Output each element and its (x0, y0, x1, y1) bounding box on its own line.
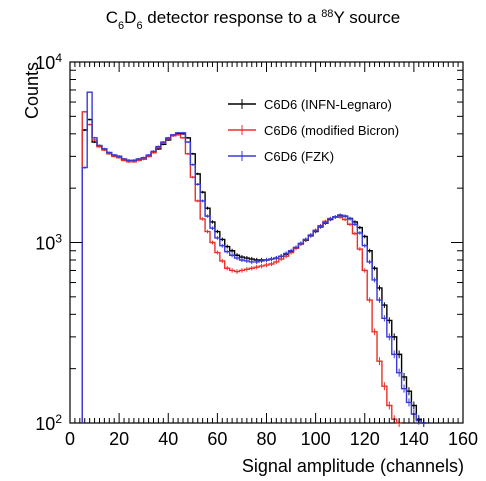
y-tick-label: 102 (35, 412, 62, 434)
axes-layer (69, 62, 464, 424)
y-tick-label: 103 (35, 232, 62, 254)
y-tick-base: 10 (35, 234, 55, 254)
x-tick-label: 60 (207, 429, 227, 449)
series-line-0 (81, 118, 427, 424)
y-tick-exponent: 2 (55, 412, 62, 426)
x-tick-label: 100 (301, 429, 331, 449)
x-tick-label: 0 (65, 429, 75, 449)
legend-label-0: C6D6 (INFN-Legnaro) (264, 97, 392, 112)
series-line-2 (81, 91, 427, 424)
title-part: 6 (136, 20, 142, 32)
title-part: Y source (333, 8, 400, 27)
legend: C6D6 (INFN-Legnaro) C6D6 (modified Bicron… (228, 97, 399, 164)
x-axis-label: Signal amplitude (channels) (242, 456, 464, 476)
title-part: D (124, 8, 136, 27)
x-tick-label: 160 (448, 429, 478, 449)
legend-label-2: C6D6 (FZK) (264, 149, 334, 164)
legend-label-1: C6D6 (modified Bicron) (264, 123, 399, 138)
y-tick-base: 10 (35, 414, 55, 434)
y-axis-label: Counts (22, 62, 42, 119)
x-tick-label: 80 (256, 429, 276, 449)
plot-frame (69, 61, 464, 424)
y-tick-exponent: 4 (55, 51, 62, 65)
x-tick-label: 140 (399, 429, 429, 449)
series-layer (81, 91, 427, 427)
y-tick-base: 10 (35, 53, 55, 73)
title-part: detector response to a (143, 8, 322, 27)
x-tick-label: 20 (109, 429, 129, 449)
x-tick-label: 120 (350, 429, 380, 449)
chart-title: C6D6 detector response to a 88Y source (106, 8, 400, 32)
title-part: 6 (118, 20, 124, 32)
series-line-1 (81, 111, 402, 424)
x-tick-label: 40 (158, 429, 178, 449)
y-tick-label: 104 (35, 51, 62, 73)
y-tick-exponent: 3 (55, 232, 62, 246)
title-part: C (106, 8, 118, 27)
x-tick-labels: 0 20 40 60 80 100 120 140 160 (65, 429, 478, 449)
plot-border (69, 61, 464, 424)
title-part: 88 (321, 8, 333, 20)
